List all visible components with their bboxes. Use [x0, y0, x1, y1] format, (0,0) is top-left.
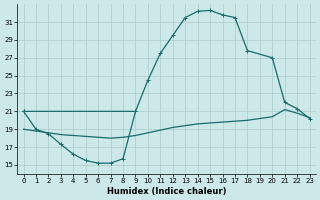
X-axis label: Humidex (Indice chaleur): Humidex (Indice chaleur) [107, 187, 226, 196]
